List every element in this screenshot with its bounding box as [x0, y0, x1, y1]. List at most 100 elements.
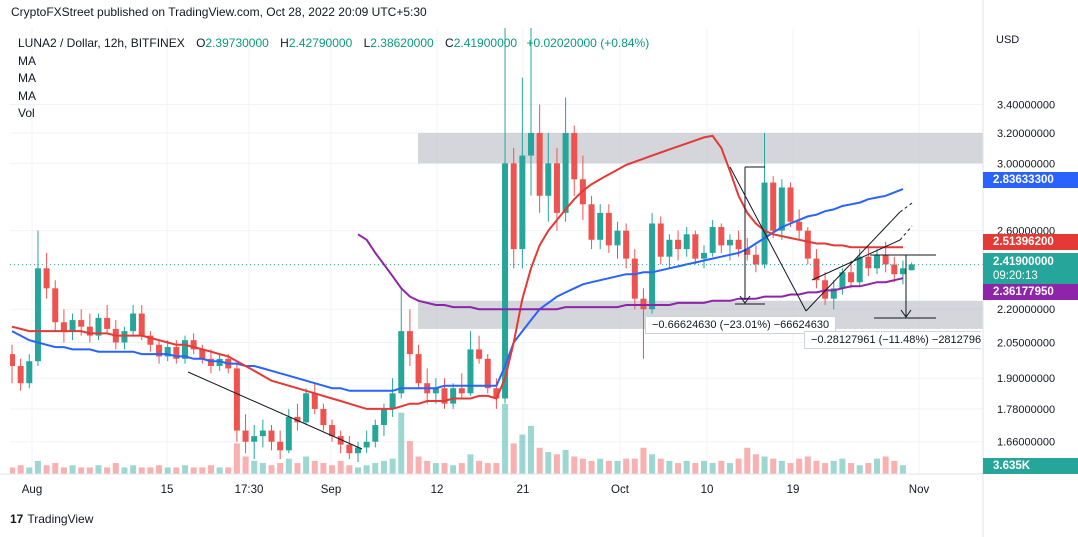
- candle-body: [839, 272, 846, 289]
- candle-body: [744, 249, 751, 255]
- candle: [899, 260, 906, 285]
- volume-bar: [718, 460, 725, 474]
- low-key: L: [363, 36, 371, 50]
- symbol-label[interactable]: LUNA2 / Dollar, 12h, BITFINEX: [18, 36, 185, 50]
- volume-bar: [692, 463, 699, 474]
- volume-bar: [631, 458, 638, 474]
- ma-fast-line: [11, 134, 903, 410]
- candle: [86, 313, 93, 343]
- candle: [770, 176, 777, 238]
- volume-bar: [493, 463, 500, 474]
- candle: [156, 340, 163, 364]
- candle: [311, 383, 318, 415]
- volume-bar: [277, 463, 284, 474]
- change-value: +0.02020000 (+0.84%): [526, 36, 650, 50]
- candle-body: [450, 388, 457, 404]
- x-tick-label: 19: [787, 484, 800, 496]
- candle-body: [259, 430, 266, 437]
- candle-body: [796, 221, 803, 231]
- candle-body: [657, 223, 664, 257]
- indicator-ma-slow[interactable]: MA: [18, 88, 36, 103]
- volume-bar: [17, 465, 24, 474]
- candle: [848, 260, 855, 289]
- indicator-volume[interactable]: Vol: [18, 106, 35, 120]
- y-tick-label: 1.78000000: [997, 404, 1055, 416]
- candle: [320, 403, 327, 431]
- volume-bar: [683, 460, 690, 474]
- x-tick-label: Aug: [22, 484, 42, 496]
- volume-bar: [605, 460, 612, 474]
- candle: [268, 425, 275, 451]
- volume-bar: [744, 447, 751, 474]
- candle: [874, 249, 880, 275]
- candle: [17, 358, 24, 391]
- volume-bar: [735, 458, 742, 474]
- candle: [640, 288, 647, 359]
- indicator-ma-mid[interactable]: MA: [18, 71, 36, 85]
- volume-bar: [104, 467, 111, 474]
- volume-bar: [173, 467, 180, 474]
- candle-body: [770, 182, 777, 231]
- candle-body: [138, 313, 145, 336]
- volume-bar: [329, 465, 336, 474]
- volume-bar: [856, 465, 863, 474]
- volume-bar: [380, 460, 387, 474]
- measure-label-1[interactable]: −0.66624630 (−23.01%) −66624630: [645, 316, 837, 334]
- volume-bar: [536, 447, 543, 474]
- volume-bar: [294, 463, 301, 474]
- candle: [675, 230, 682, 261]
- candle: [34, 230, 41, 366]
- volume-bar: [199, 467, 206, 474]
- x-tick-label: Sep: [321, 484, 341, 496]
- candle-body: [882, 254, 889, 265]
- indicator-ma-fast[interactable]: MA: [18, 53, 36, 68]
- volume-bar: [467, 454, 474, 474]
- candle-body: [666, 239, 673, 257]
- volume-bar: [675, 463, 682, 474]
- candle: [726, 234, 733, 261]
- candle-body: [285, 416, 292, 451]
- volume-bar: [822, 463, 829, 474]
- candle-body: [709, 227, 716, 253]
- candle-body: [303, 393, 310, 423]
- tradingview-name: TradingView: [27, 512, 94, 526]
- candle-body: [346, 444, 353, 454]
- ma-slow-price-badge: 2.36177950: [983, 284, 1078, 300]
- candle: [605, 204, 612, 253]
- volume-bar: [874, 458, 880, 474]
- tradingview-brand[interactable]: 17 TradingView: [10, 512, 93, 526]
- ma-slow-line: [357, 233, 904, 311]
- candle-body: [562, 132, 569, 213]
- volume-badge: 3.635K: [983, 458, 1078, 474]
- measure-label-2[interactable]: −0.28127961 (−11.48%) −2812796: [804, 331, 982, 349]
- candle: [545, 132, 552, 222]
- volume-bar: [147, 467, 154, 474]
- candle-body: [588, 204, 595, 240]
- candle-body: [874, 254, 880, 269]
- candle: [303, 388, 310, 426]
- volume-bar: [519, 434, 526, 474]
- candle-body: [268, 430, 275, 442]
- candle-body: [484, 358, 491, 389]
- measure-2-arrowhead: [900, 309, 912, 318]
- candle: [363, 430, 370, 454]
- candle: [432, 378, 439, 404]
- candle-body: [571, 132, 578, 180]
- y-tick-label: 2.05000000: [997, 337, 1055, 349]
- candle: [10, 344, 15, 384]
- candle: [502, 28, 509, 404]
- candle: [242, 414, 249, 454]
- volume-bar: [502, 404, 509, 474]
- candle-body: [164, 347, 171, 357]
- candle: [251, 425, 258, 460]
- candle: [216, 354, 223, 371]
- candle-body: [778, 187, 785, 231]
- volume-bar: [649, 454, 656, 474]
- volume-bar: [60, 467, 67, 474]
- candle-body: [441, 388, 448, 404]
- candle: [510, 147, 517, 269]
- candle-body: [78, 320, 85, 327]
- volume-bar: [164, 467, 171, 474]
- volume-bar: [787, 463, 794, 474]
